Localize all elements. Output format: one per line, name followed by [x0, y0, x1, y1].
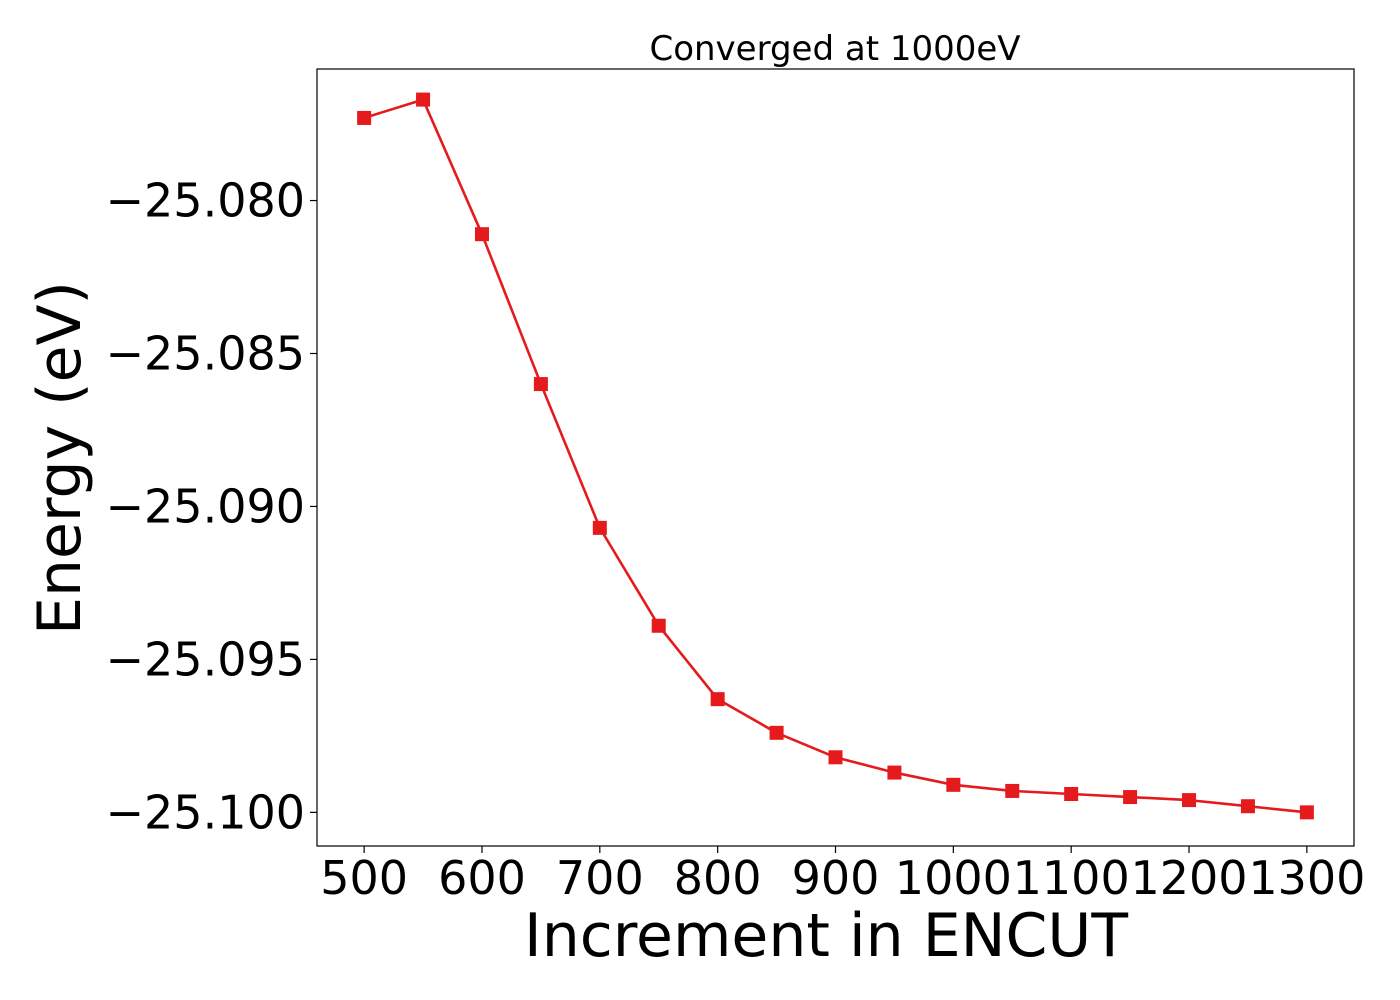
- y-tick-label: −25.085: [106, 326, 306, 380]
- x-tick-label: 1300: [1248, 851, 1365, 905]
- x-tick-label: 1000: [895, 851, 1012, 905]
- plot-area: −25.080 −25.085 −25.090 −25.095 −25.100 500 60…: [106, 68, 1365, 905]
- x-tick-label: 1200: [1130, 851, 1247, 905]
- y-tick-label: −25.095: [106, 632, 306, 686]
- data-point-marker: [1182, 793, 1197, 808]
- data-point-marker: [828, 750, 843, 765]
- data-point-marker: [1240, 799, 1255, 814]
- y-tick-label: −25.090: [106, 479, 306, 533]
- data-point-marker: [592, 520, 607, 535]
- data-point-marker: [887, 765, 902, 780]
- data-point-marker: [946, 777, 961, 792]
- x-tick-label: 800: [674, 851, 762, 905]
- data-point-marker: [710, 692, 725, 707]
- y-axis-label: Energy (eV): [25, 281, 95, 635]
- data-point-marker: [1064, 787, 1079, 801]
- data-point-marker: [474, 227, 489, 242]
- x-tick-label: 1100: [1013, 851, 1130, 905]
- data-point-marker: [533, 377, 548, 392]
- data-point-marker: [651, 618, 666, 633]
- data-point-marker: [357, 110, 372, 125]
- y-tick-label: −25.080: [106, 174, 306, 228]
- x-tick-label: 900: [792, 851, 880, 905]
- x-tick-label: 500: [320, 851, 408, 905]
- data-point-marker: [416, 92, 431, 107]
- data-point-marker: [769, 725, 784, 740]
- y-tick-label: −25.100: [106, 785, 306, 839]
- chart-title: Converged at 1000eV: [649, 29, 1020, 69]
- data-point-marker: [1299, 805, 1314, 820]
- x-tick-label: 600: [438, 851, 526, 905]
- data-point-marker: [1005, 783, 1020, 798]
- x-axis-label: Increment in ENCUT: [524, 901, 1128, 971]
- x-tick-label: 700: [556, 851, 644, 905]
- data-point-marker: [1123, 790, 1138, 805]
